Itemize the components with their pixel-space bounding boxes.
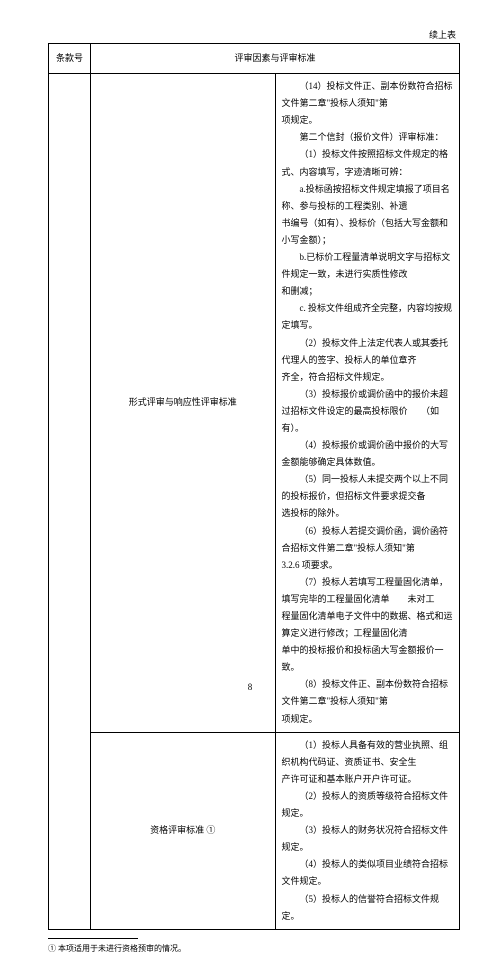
text-line: （5）同一投标人未提交两个以上不同的投标报价，但招标文件要求提交备 <box>282 471 454 505</box>
row2-mid: 资格评审标准 ① <box>91 732 276 929</box>
text-line: 第二个信封（报价文件）评审标准： <box>282 129 454 146</box>
row1-content: （14）投标文件正、副本份数符合招标文件第二章"投标人须知"第项规定。第二个信封… <box>275 74 460 733</box>
text-line: 齐全，符合招标文件规定。 <box>282 369 454 386</box>
footnote-text: ① 本项适用于未进行资格预审的情况。 <box>48 943 460 955</box>
header-col-b: 评审因素与评审标准 <box>91 44 460 74</box>
text-line: 3.2.6 项要求。 <box>282 557 454 574</box>
text-line: 有）。 <box>282 420 454 437</box>
text-line: b.已标价工程量清单说明文字与招标文件规定一致，未进行实质性修改 <box>282 249 454 283</box>
text-line: （2）投标文件上法定代表人或其委托代理人的签字、投标人的单位章齐 <box>282 335 454 369</box>
text-line: （6）投标人若提交调价函，调价函符合招标文件第二章"投标人须知"第 <box>282 523 454 557</box>
text-line: 项规定。 <box>282 711 454 728</box>
clause-number-cell <box>49 74 91 930</box>
header-col-a: 条款号 <box>49 44 91 74</box>
standards-table: 条款号 评审因素与评审标准 形式评审与响应性评审标准 （14）投标文件正、副本份… <box>48 43 460 930</box>
text-line: 单中的投标报价和投标函大写金额报价一致。 <box>282 642 454 676</box>
text-line: （1）投标文件按照招标文件规定的格式、内容填写，字迹清晰可辨： <box>282 146 454 180</box>
footnote-divider <box>48 938 138 939</box>
text-line: （3）投标人的财务状况符合招标文件规定。 <box>282 822 454 856</box>
row1-mid: 形式评审与响应性评审标准 <box>91 74 276 733</box>
text-line: a.投标函按招标文件规定填报了项目名称、参与投标的工程类别、补遗 <box>282 181 454 215</box>
continued-label: 续上表 <box>48 28 460 41</box>
text-line: （1）投标人具备有效的营业执照、组织机构代码证、资质证书、安全生 <box>282 737 454 771</box>
text-line: （7）投标人若填写工程量固化清单，填写完毕的工程量固化清单 未对工 <box>282 574 454 608</box>
row2-content: （1）投标人具备有效的营业执照、组织机构代码证、资质证书、安全生产许可证和基本账… <box>275 732 460 929</box>
text-line: （3）投标报价或调价函中的报价未超过招标文件设定的最高投标限价 （如 <box>282 386 454 420</box>
text-line: （5）投标人的信誉符合招标文件规定。 <box>282 891 454 925</box>
text-line: （4）投标报价或调价函中报价的大写金额能够确定具体数值。 <box>282 437 454 471</box>
text-line: 程量固化清单电子文件中的数据、格式和运算定义进行修改；工程量固化清 <box>282 608 454 642</box>
text-line: c. 投标文件组成齐全完整，内容均按规定填写。 <box>282 300 454 334</box>
text-line: （4）投标人的类似项目业绩符合招标文件规定。 <box>282 856 454 890</box>
text-line: （2）投标人的资质等级符合招标文件规定。 <box>282 788 454 822</box>
text-line: （14）投标文件正、副本份数符合招标文件第二章"投标人须知"第 <box>282 78 454 112</box>
page-number: 8 <box>0 682 500 692</box>
text-line: 产许可证和基本账户开户许可证。 <box>282 771 454 788</box>
text-line: 书编号（如有）、投标价（包括大写金额和小写金额）； <box>282 215 454 249</box>
text-line: 和删减； <box>282 283 454 300</box>
text-line: 选投标的除外。 <box>282 505 454 522</box>
text-line: 项规定。 <box>282 112 454 129</box>
